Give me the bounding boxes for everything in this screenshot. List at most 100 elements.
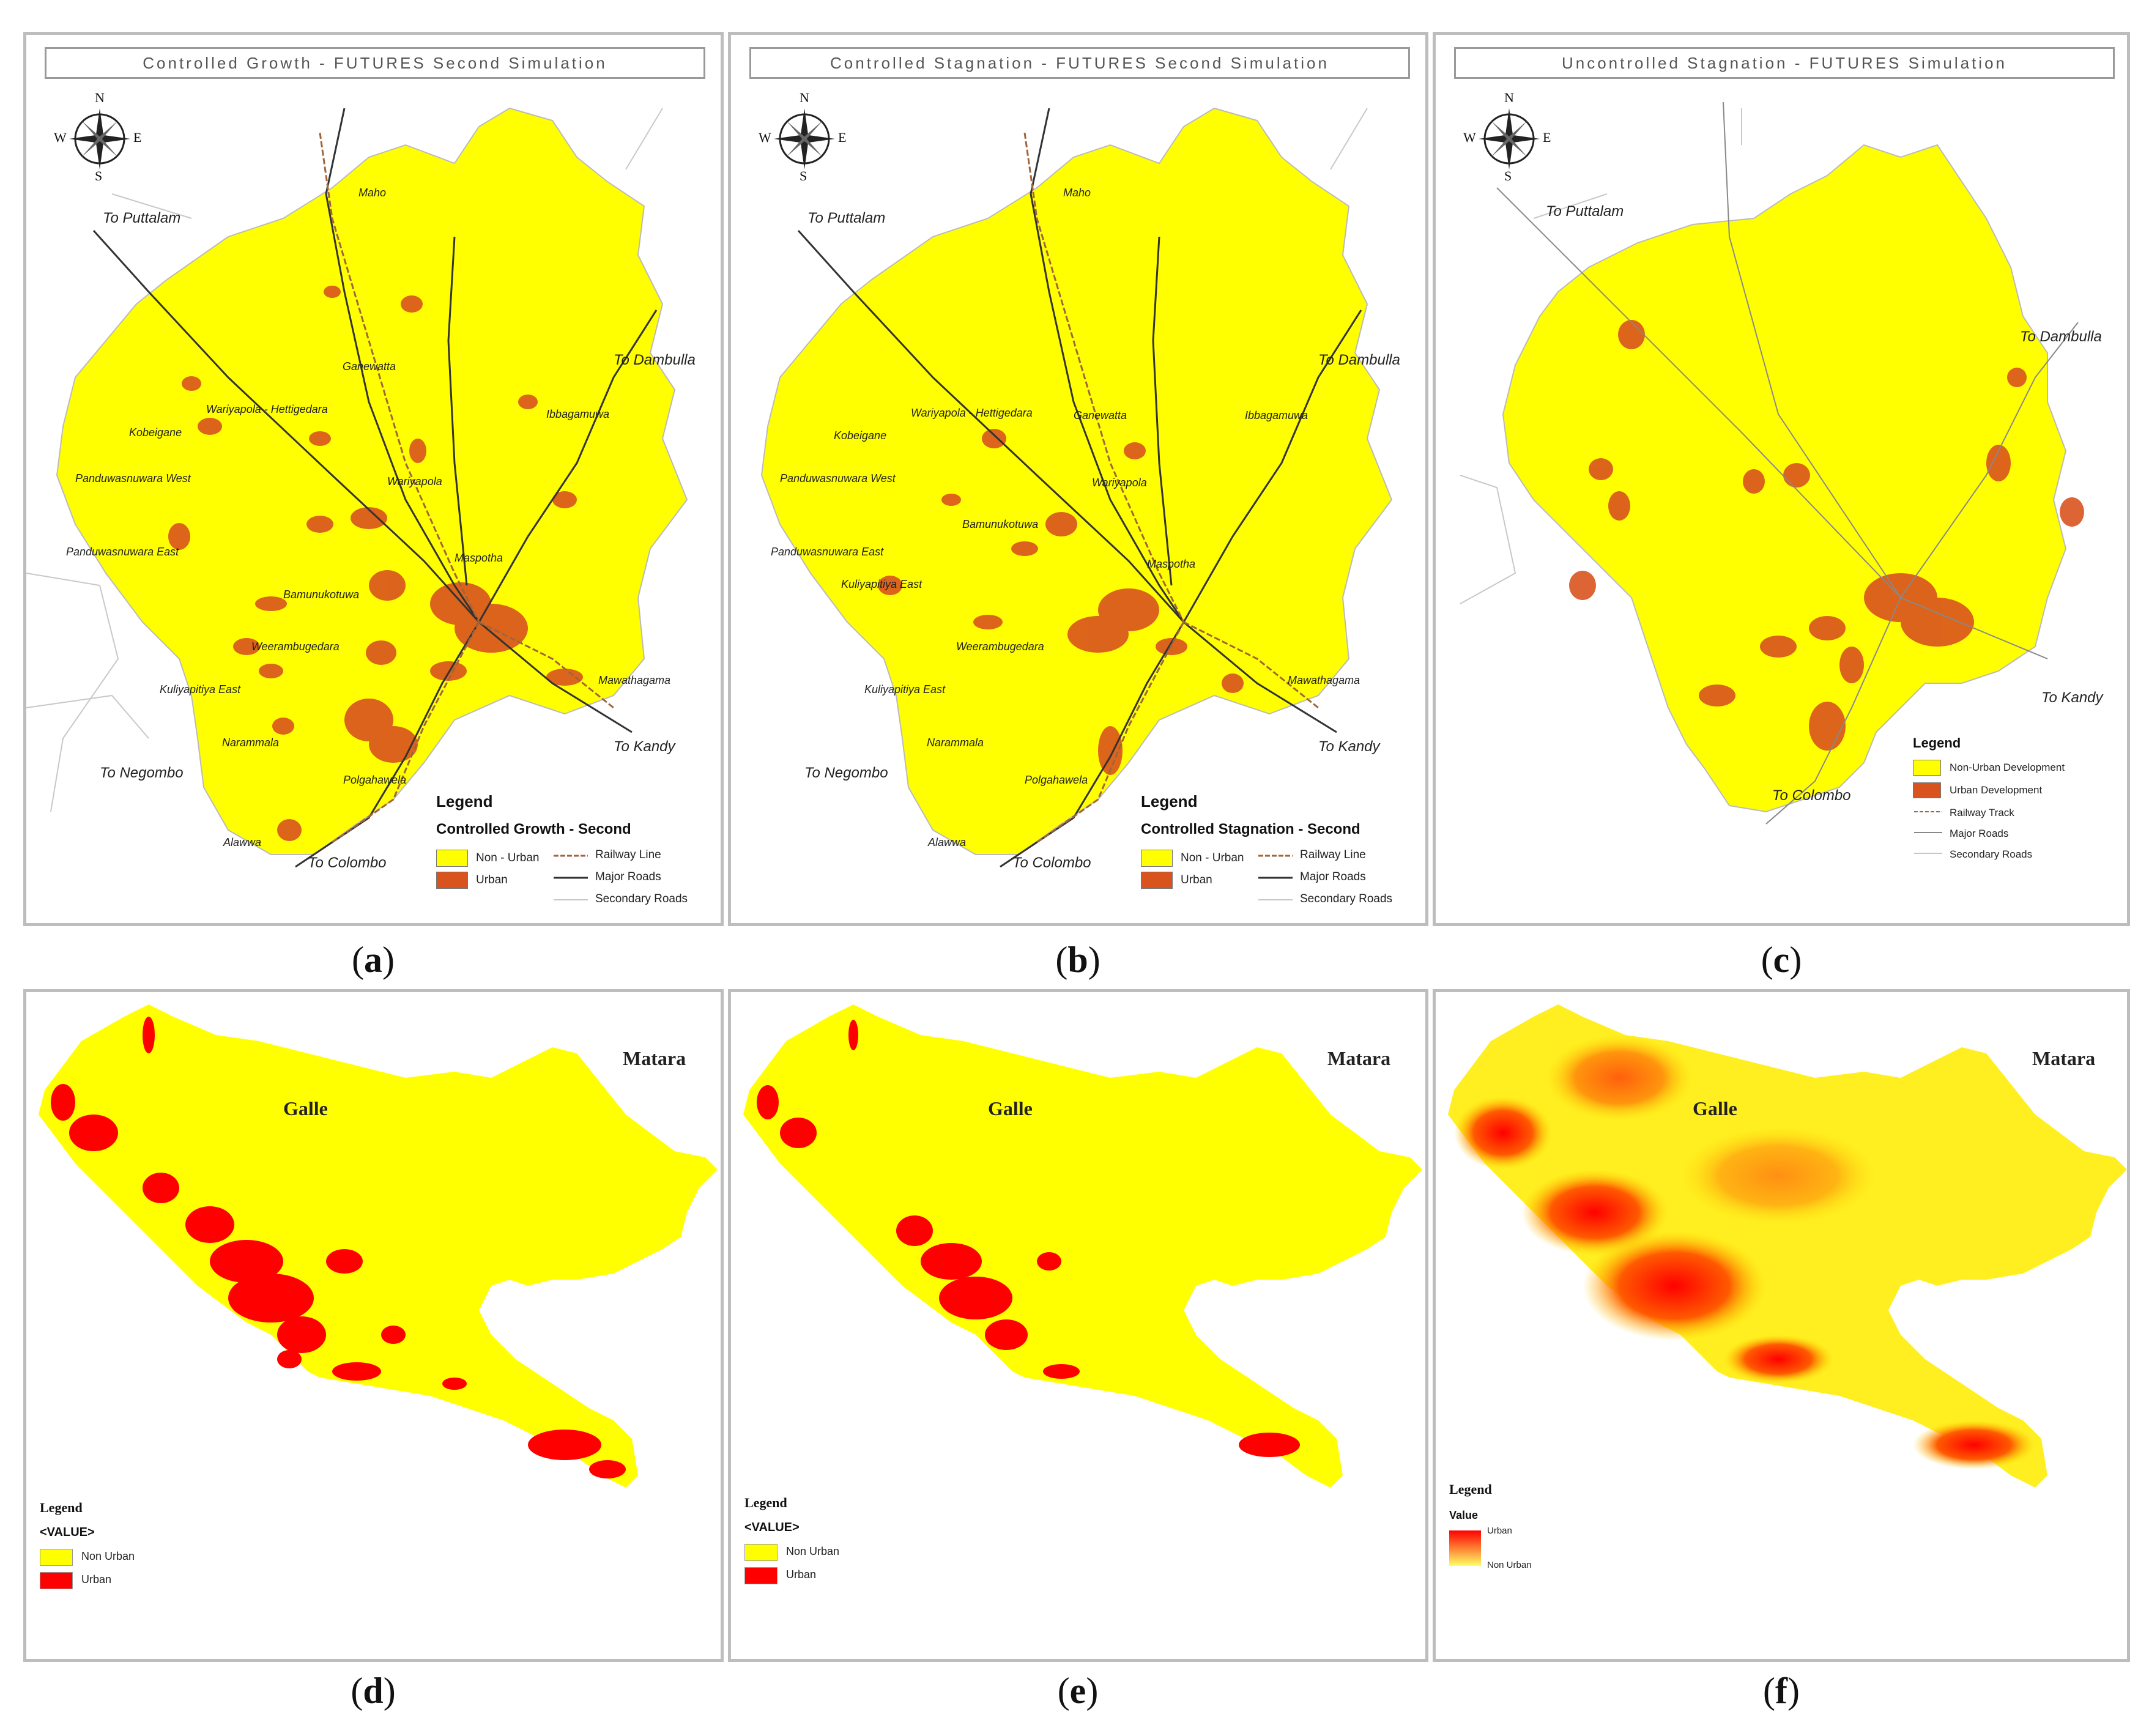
place-label: Narammala xyxy=(222,736,280,749)
legend-title: Legend xyxy=(436,792,493,811)
compass-e: E xyxy=(1543,130,1551,145)
compass-rose-icon xyxy=(774,108,835,169)
legend-title: Legend xyxy=(1449,1482,1492,1497)
city-label-matara: Matara xyxy=(1327,1047,1391,1069)
place-label: Bamunukotuwa xyxy=(962,518,1039,530)
place-label: Panduwasnuwara East xyxy=(771,546,884,558)
legend-label: Non - Urban xyxy=(1181,851,1244,864)
galle-region xyxy=(39,1004,718,1488)
map-title: Controlled Stagnation - FUTURES Second S… xyxy=(749,47,1410,79)
map-panel-e: Galle Matara Legend <VALUE> Non Urban Ur… xyxy=(728,989,1428,1662)
compass-n: N xyxy=(800,90,809,105)
place-label: Polgahawela xyxy=(1025,774,1088,786)
city-label-matara: Matara xyxy=(2032,1047,2096,1069)
dest-label: To Dambulla xyxy=(614,352,696,368)
dest-label: To Puttalam xyxy=(807,210,886,226)
place-label: Mawathagama xyxy=(1288,674,1360,686)
compass-n: N xyxy=(1504,90,1514,105)
place-label: Panduwasnuwara West xyxy=(75,472,191,484)
legend-label: Urban xyxy=(786,1568,817,1581)
kurunegala-region xyxy=(56,107,688,855)
legend-title: Legend xyxy=(744,1495,787,1510)
dest-label: To Negombo xyxy=(100,765,184,781)
galle-region xyxy=(1448,1004,2127,1488)
legend-swatch-non-urban xyxy=(436,850,468,867)
kurunegala-map-c xyxy=(1460,102,2084,825)
legend-label: Railway Line xyxy=(1300,848,1366,861)
legend-label: Urban Development xyxy=(1950,784,2043,796)
legend-value: <VALUE> xyxy=(40,1526,95,1539)
caption-e: (e) xyxy=(1057,1671,1099,1711)
legend-swatch-urban xyxy=(1913,782,1941,798)
legend-label: Non-Urban Development xyxy=(1950,762,2065,773)
compass-rose-icon xyxy=(1479,108,1540,169)
place-label: Mawathagama xyxy=(598,674,671,686)
place-label: Maspotha xyxy=(1147,558,1196,570)
kurunegala-map-a xyxy=(26,107,688,868)
place-label: Maspotha xyxy=(455,552,503,564)
city-label-matara: Matara xyxy=(623,1047,686,1069)
legend-subtitle: Controlled Stagnation - Second xyxy=(1141,821,1360,837)
legend-label: Non Urban xyxy=(786,1545,840,1557)
dest-label: To Puttalam xyxy=(103,210,181,226)
legend-label: Non - Urban xyxy=(476,851,540,864)
legend-value: <VALUE> xyxy=(744,1521,800,1534)
legend-label: Railway Track xyxy=(1950,807,2014,818)
city-label-galle: Galle xyxy=(988,1097,1033,1119)
legend-title: Legend xyxy=(1913,735,1961,751)
place-label: Wariyapola - Hettigedara xyxy=(206,403,328,415)
kurunegala-map-b xyxy=(760,107,1393,868)
legend-swatch-non-urban xyxy=(1913,760,1941,776)
dest-label: To Colombo xyxy=(1012,855,1091,871)
map-panel-f: Galle Matara Legend Value Urban Non Urba… xyxy=(1433,989,2130,1662)
city-label-galle: Galle xyxy=(1693,1097,1737,1119)
legend-line-symbols xyxy=(1258,855,1293,900)
map-panel-c: Uncontrolled Stagnation - FUTURES Simula… xyxy=(1433,32,2130,926)
place-label: Narammala xyxy=(927,736,984,749)
legend-subtitle: Controlled Growth - Second xyxy=(436,821,631,837)
legend-line-symbols xyxy=(1914,811,1942,854)
place-label: Weerambugedara xyxy=(956,640,1044,653)
legend-swatch-urban xyxy=(40,1572,73,1589)
dest-label: To Negombo xyxy=(804,765,888,781)
legend-label: Secondary Roads xyxy=(595,892,688,905)
place-label: Bamunukotuwa xyxy=(283,588,360,601)
place-label: Kobeigane xyxy=(129,426,182,439)
dest-label: To Dambulla xyxy=(2020,328,2102,345)
legend-label: Secondary Roads xyxy=(1300,892,1393,905)
dest-label: To Colombo xyxy=(308,855,387,871)
compass-w: W xyxy=(54,130,67,145)
compass-e: E xyxy=(133,130,142,145)
legend-swatch-non-urban xyxy=(40,1549,73,1566)
legend-label: Major Roads xyxy=(1300,870,1366,883)
map-panel-b: Controlled Stagnation - FUTURES Second S… xyxy=(728,32,1428,926)
caption-a: (a) xyxy=(352,940,395,980)
dest-label: To Colombo xyxy=(1772,787,1851,804)
place-label: Maho xyxy=(1063,187,1091,199)
legend-label: Railway Line xyxy=(595,848,661,861)
dest-label: To Kandy xyxy=(1318,738,1380,755)
place-label: Kuliyapitiya East xyxy=(841,578,922,590)
legend-title: Legend xyxy=(1141,792,1198,811)
caption-c: (c) xyxy=(1761,940,1802,980)
legend-swatch-non-urban xyxy=(744,1544,778,1561)
legend-label: Non Urban xyxy=(81,1550,135,1562)
urban-clusters xyxy=(51,1017,626,1478)
place-label: Panduwasnuwara West xyxy=(780,472,896,484)
legend-label: Urban xyxy=(1487,1526,1512,1536)
compass-w: W xyxy=(759,130,771,145)
compass-w: W xyxy=(1463,130,1476,145)
map-panel-d: Galle Matara Legend <VALUE> Non Urban Ur… xyxy=(23,989,724,1662)
city-label-galle: Galle xyxy=(283,1097,328,1119)
kurunegala-region xyxy=(760,107,1393,855)
place-label: Kuliyapitiya East xyxy=(160,683,241,696)
caption-d: (d) xyxy=(351,1671,396,1711)
place-label: Maho xyxy=(358,187,387,199)
legend-title: Legend xyxy=(40,1500,83,1515)
place-label: Wariyapola xyxy=(387,475,442,488)
legend-label: Urban xyxy=(81,1573,112,1586)
map-title: Controlled Growth - FUTURES Second Simul… xyxy=(45,47,705,79)
legend-swatch-urban xyxy=(744,1567,778,1584)
map-title: Uncontrolled Stagnation - FUTURES Simula… xyxy=(1454,47,2115,79)
place-label: Ganewatta xyxy=(343,360,396,373)
